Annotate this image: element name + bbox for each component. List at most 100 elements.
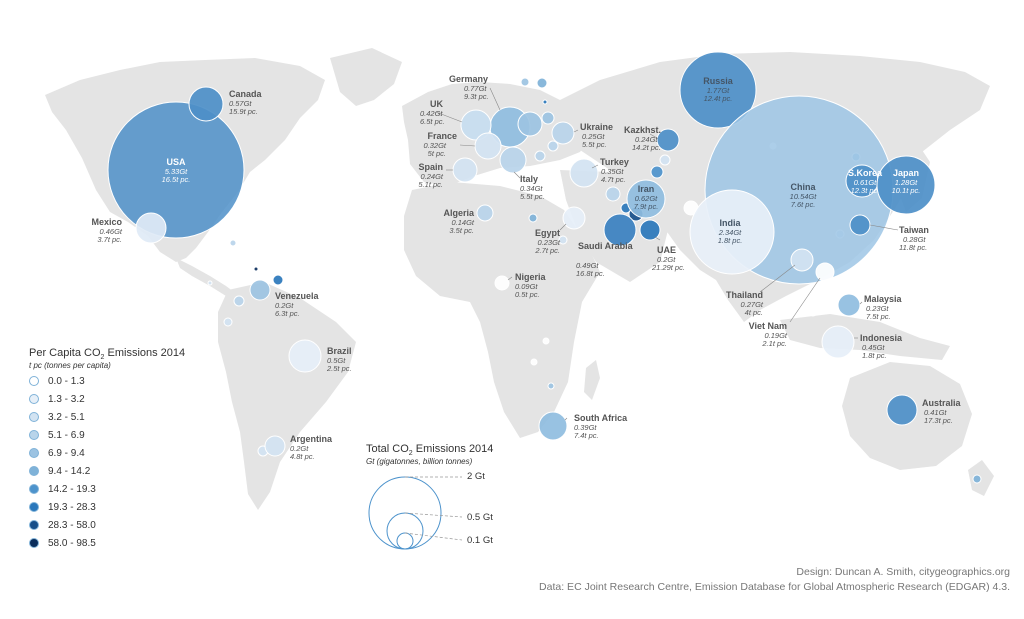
label-india-pc: 1.8t pc.	[718, 236, 743, 245]
minor-bubble[interactable]	[547, 382, 555, 390]
label-uk-pc: 6.5t pc.	[420, 117, 445, 126]
label-china-name: China	[790, 182, 816, 192]
bubble-france[interactable]	[474, 132, 502, 160]
minor-bubble[interactable]	[808, 307, 818, 317]
bubble-spain[interactable]	[452, 157, 478, 183]
bubble-taiwan[interactable]	[849, 214, 871, 236]
label-uae-pc: 21.29t pc.	[651, 263, 685, 272]
legend-item: 1.3 - 3.2	[29, 392, 85, 406]
minor-bubble[interactable]	[542, 337, 550, 345]
label-spain-total: 0.24Gt	[420, 172, 443, 181]
label-thailand-pc: 4t pc.	[745, 308, 763, 317]
minor-bubble[interactable]	[547, 140, 559, 152]
minor-bubble[interactable]	[650, 165, 664, 179]
madagascar-land	[584, 360, 600, 400]
label-argentina-total: 0.2Gt	[290, 444, 309, 453]
minor-bubble[interactable]	[542, 99, 548, 105]
label-brazil-total: 0.5Gt	[327, 356, 346, 365]
label-japan-pc: 10.1t pc.	[892, 186, 921, 195]
bubble-egypt[interactable]	[562, 206, 586, 230]
minor-bubble[interactable]	[520, 77, 530, 87]
legend-item: 9.4 - 14.2	[29, 464, 90, 478]
minor-bubble[interactable]	[859, 258, 873, 272]
bubble-venezuela[interactable]	[249, 279, 271, 301]
bubble-ukraine[interactable]	[551, 121, 575, 145]
minor-bubble[interactable]	[253, 266, 259, 272]
minor-bubble[interactable]	[229, 239, 237, 247]
minor-bubble[interactable]	[558, 235, 568, 245]
legend-label: 6.9 - 9.4	[48, 447, 85, 459]
bubble-malaysia[interactable]	[837, 293, 861, 317]
size-legend-label-05gt: 0.5 Gt	[467, 512, 493, 523]
label-iran-name: Iran	[638, 184, 655, 194]
bubble-algeria[interactable]	[476, 204, 494, 222]
bubble-thailand[interactable]	[790, 248, 814, 272]
minor-bubble[interactable]	[659, 154, 671, 166]
label-malaysia-total: 0.23Gt	[866, 304, 889, 313]
bubble-mexico[interactable]	[135, 212, 167, 244]
bubble-turkey[interactable]	[569, 158, 599, 188]
label-viet-nam-total: 0.19Gt	[764, 331, 787, 340]
label-japan-total: 1.28Gt	[895, 178, 918, 187]
label-south-africa-name: South Africa	[574, 413, 628, 423]
minor-bubble[interactable]	[272, 274, 284, 286]
bubble-viet-nam[interactable]	[815, 262, 835, 282]
label-spain-pc: 5.1t pc.	[418, 180, 443, 189]
minor-bubble[interactable]	[223, 317, 233, 327]
minor-bubble[interactable]	[530, 358, 538, 366]
bubble-australia[interactable]	[886, 394, 918, 426]
label-thailand-name: Thailand	[726, 290, 763, 300]
bubble-usa[interactable]	[107, 101, 245, 239]
bubble-argentina[interactable]	[264, 435, 286, 457]
legend-swatch	[29, 502, 39, 512]
bubble-nigeria[interactable]	[494, 275, 510, 291]
label-usa-name: USA	[166, 157, 186, 167]
label-russia-total: 1.77Gt	[707, 86, 730, 95]
minor-bubble[interactable]	[536, 77, 548, 89]
label-venezuela-total: 0.2Gt	[275, 301, 294, 310]
minor-bubble[interactable]	[972, 474, 982, 484]
size-legend-circle-01gt	[396, 532, 414, 550]
minor-bubble[interactable]	[528, 213, 538, 223]
minor-bubble[interactable]	[534, 150, 546, 162]
bubble-poland[interactable]	[517, 111, 543, 137]
label-indonesia-total: 0.45Gt	[862, 343, 885, 352]
label-ukraine-name: Ukraine	[580, 122, 613, 132]
size-legend-circle-05gt	[386, 512, 424, 550]
label-usa-pc: 16.5t pc.	[162, 175, 191, 184]
bubble-saudi-arabia[interactable]	[603, 213, 637, 247]
minor-bubble[interactable]	[541, 111, 555, 125]
minor-bubble[interactable]	[605, 186, 621, 202]
minor-bubble[interactable]	[207, 280, 213, 286]
label-italy-total: 0.34Gt	[520, 184, 543, 193]
bubble-indonesia[interactable]	[821, 325, 855, 359]
bubble-russia[interactable]	[679, 51, 757, 129]
legend-swatch	[29, 376, 39, 386]
minor-bubble[interactable]	[233, 295, 245, 307]
bubble-kazakhstan[interactable]	[656, 128, 680, 152]
legend-item: 5.1 - 6.9	[29, 428, 85, 442]
bubble-south-africa[interactable]	[538, 411, 568, 441]
bubble-italy[interactable]	[499, 146, 527, 174]
label-viet-nam-pc: 2.1t pc.	[761, 339, 787, 348]
leader-france	[459, 144, 476, 147]
bubble-uae[interactable]	[639, 219, 661, 241]
label-russia-pc: 12.4t pc.	[704, 94, 733, 103]
legend-swatch	[29, 412, 39, 422]
label-japan-name: Japan	[893, 168, 919, 178]
bubble-canada[interactable]	[188, 86, 224, 122]
leader-lines	[435, 87, 899, 421]
legend-swatch	[29, 538, 39, 548]
label-ukraine-pc: 5.5t pc.	[582, 140, 607, 149]
bubble-brazil[interactable]	[288, 339, 322, 373]
bubble-iran[interactable]	[626, 179, 666, 219]
label-malaysia-pc: 7.5t pc.	[866, 312, 891, 321]
label-china-total: 10.54Gt	[790, 192, 818, 201]
label-turkey-total: 0.35Gt	[601, 167, 624, 176]
leader-turkey	[591, 164, 599, 169]
label-france-name: France	[427, 131, 457, 141]
label-uk-total: 0.42Gt	[420, 109, 443, 118]
bubble-india[interactable]	[689, 189, 775, 275]
bubble-japan[interactable]	[876, 155, 936, 215]
label-saudi-arabia-total: 0.49Gt	[576, 261, 599, 270]
